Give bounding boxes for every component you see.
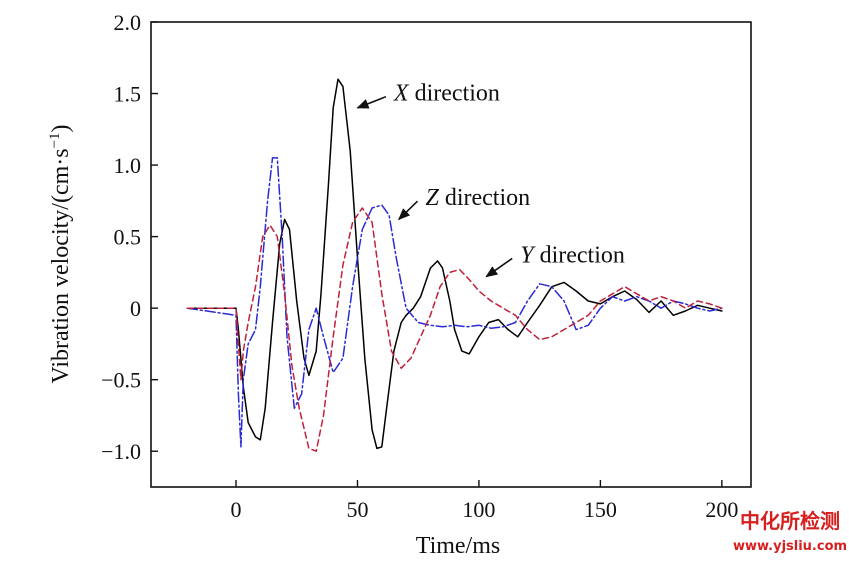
annotation-z-direction: Z direction (425, 185, 530, 211)
series-line-y (186, 207, 723, 452)
series-line-z (186, 157, 723, 448)
annotation-y-direction: Y direction (520, 242, 625, 268)
y-tick-label: 1.5 (114, 82, 142, 107)
x-axis-title: Time/ms (416, 533, 500, 559)
axis-ticks (151, 21, 723, 487)
annotation-text: direction (534, 242, 625, 268)
series-group (186, 78, 723, 452)
x-tick-label: 50 (346, 497, 368, 522)
y-axis-title-close: ) (48, 124, 74, 132)
annotation-letter: Z (425, 185, 439, 211)
y-tick-label: −1.0 (101, 439, 141, 464)
y-axis-title-main: Vibration velocity/(cm·s (48, 148, 74, 383)
y-tick-label: 0 (130, 296, 141, 321)
x-tick-label: 200 (705, 497, 738, 522)
annotation-arrow (485, 257, 513, 278)
y-axis-title-exponent: −1 (47, 132, 63, 148)
y-axis-title: Vibration velocity/(cm·s−1) (47, 124, 74, 383)
annotation-letter: X (393, 81, 410, 107)
axis-tick-labels: 0 50 100 150 200 −1.0 −0.5 0 0.5 1.0 1.5 2.0 (101, 10, 738, 522)
annotation-arrow (356, 95, 387, 109)
annotation-text: direction (409, 81, 500, 107)
series-line-x (186, 78, 723, 450)
x-tick-label: 100 (462, 497, 495, 522)
x-tick-label: 0 (231, 497, 242, 522)
watermark-url: www.yjsliu.com (733, 539, 847, 554)
y-tick-label: 1.0 (114, 153, 142, 178)
annotation-arrow (398, 200, 419, 221)
annotation-text: direction (439, 185, 530, 211)
y-tick-label: 0.5 (114, 225, 142, 250)
watermark-title: 中化所检测 (740, 509, 840, 533)
y-tick-label: −0.5 (101, 368, 141, 393)
y-tick-label: 2.0 (114, 10, 142, 35)
annotation-letter: Y (520, 242, 536, 268)
plot-frame (150, 21, 752, 488)
annotation-x-direction: X direction (393, 81, 500, 107)
x-tick-label: 150 (584, 497, 617, 522)
